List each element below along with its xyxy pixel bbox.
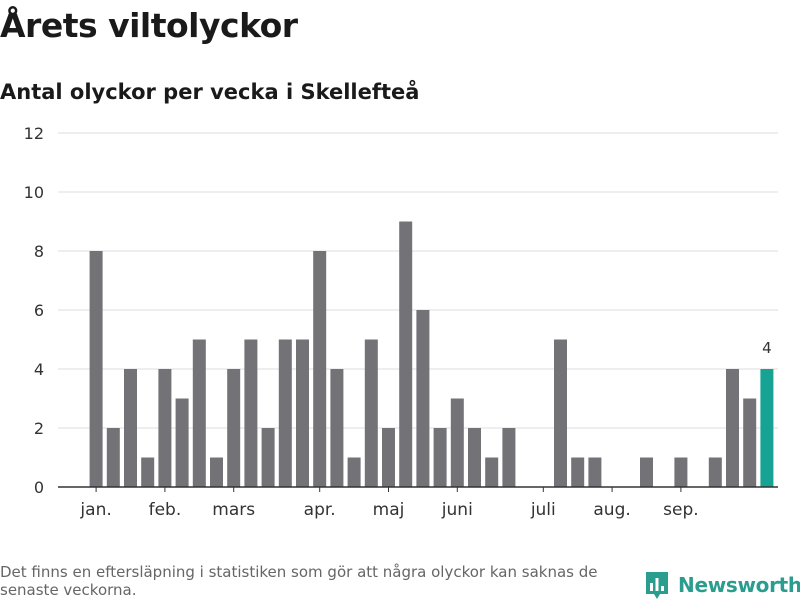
bar [416,310,430,487]
bar [640,457,653,487]
chart-title: Årets viltolyckor [0,6,298,45]
bar [227,369,241,487]
footnote: Det finns en eftersläpning i statistiken… [0,563,598,599]
bar [175,398,189,487]
x-tick-label: juli [530,500,556,520]
x-tick-label: maj [373,500,405,520]
bar [708,457,722,487]
brand-name: Newsworthy [678,573,800,597]
y-tick-label: 2 [34,419,44,438]
bar [89,251,103,487]
bar [399,221,413,487]
bar [244,339,258,487]
x-tick-label: mars [212,500,255,520]
x-tick-label: juni [441,500,473,520]
bar [743,398,757,487]
bar [347,457,361,487]
chart-subtitle: Antal olyckor per vecka i Skellefteå [0,80,420,104]
bar [674,457,688,487]
bar [124,369,137,487]
x-tick-label: jan. [79,500,111,520]
bar [158,369,172,487]
bar-chart: 0 2 4 6 8 10 12 4 jan. feb. mars apr. maj juni juli aug… [24,124,778,520]
bar [313,251,327,487]
bar [571,457,585,487]
x-tick-label: feb. [149,500,182,520]
x-tick-label: sep. [663,500,699,520]
bar [382,428,395,487]
bar [554,339,567,487]
bar [468,428,481,487]
bar [433,428,447,487]
bar [726,369,739,487]
bar [450,398,464,487]
bar [192,339,206,487]
bar [141,457,155,487]
y-tick-label: 12 [24,124,44,143]
bar-highlight [760,369,774,487]
newsworthy-logo: Newsworthy [644,570,800,600]
bar [278,339,292,487]
bar [485,457,499,487]
x-tick-label: apr. [304,500,336,520]
y-tick-label: 0 [34,478,44,497]
y-tick-label: 4 [34,360,44,379]
bar [261,428,275,487]
bar [364,339,378,487]
bar [106,428,120,487]
y-tick-label: 8 [34,242,44,261]
y-tick-label: 10 [24,183,44,202]
x-tick-label: aug. [593,500,630,520]
bar [588,457,602,487]
bar [502,428,516,487]
bar [330,369,344,487]
newsworthy-chart-logo-icon [646,572,668,599]
bar [210,457,223,487]
data-label: 4 [762,339,772,357]
y-tick-label: 6 [34,301,44,320]
bar [296,339,309,487]
